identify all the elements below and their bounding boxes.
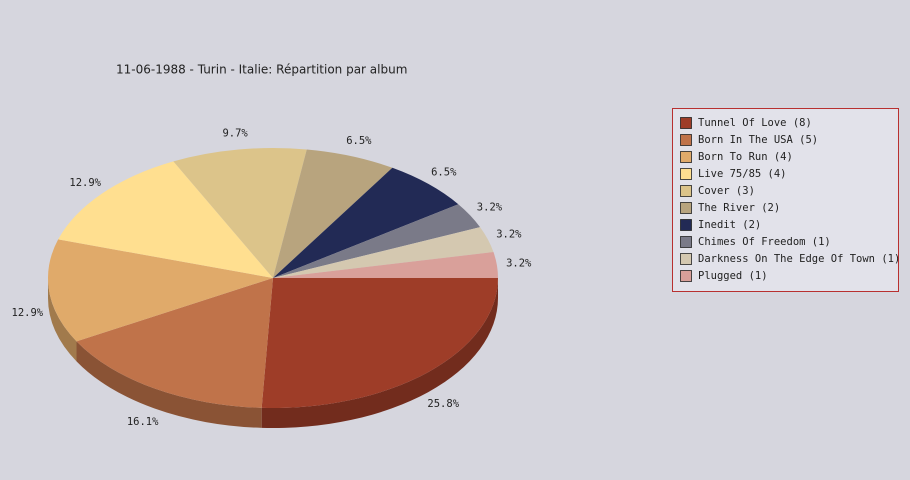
- legend-label: Cover (3): [698, 185, 755, 197]
- slice-label: 16.1%: [127, 416, 159, 428]
- legend-label: Plugged (1): [698, 270, 768, 282]
- legend-swatch: [680, 117, 692, 129]
- legend-swatch: [680, 253, 692, 265]
- legend-swatch: [680, 270, 692, 282]
- slice-label: 3.2%: [496, 229, 522, 241]
- slice-label: 25.8%: [427, 398, 459, 410]
- legend-label: Born In The USA (5): [698, 134, 818, 146]
- legend-label: Live 75/85 (4): [698, 168, 787, 180]
- slice: [273, 204, 481, 278]
- slice-label: 9.7%: [222, 128, 248, 140]
- chart-title: 11-06-1988 - Turin - Italie: Répartition…: [116, 63, 407, 77]
- legend-swatch: [680, 202, 692, 214]
- slice-label: 12.9%: [69, 177, 101, 189]
- legend-box: [672, 108, 899, 292]
- slice: [173, 148, 307, 278]
- legend-swatch: [680, 219, 692, 231]
- slice-label: 3.2%: [506, 257, 532, 269]
- slice: [273, 252, 498, 278]
- slice: [76, 278, 273, 408]
- legend-label: Chimes Of Freedom (1): [698, 236, 831, 248]
- slice-label: 3.2%: [477, 202, 503, 214]
- legend-label: Born To Run (4): [698, 151, 793, 163]
- legend-swatch: [680, 185, 692, 197]
- slice-label: 6.5%: [346, 135, 372, 147]
- slice-label: 6.5%: [431, 167, 457, 179]
- slice: [273, 227, 494, 278]
- legend-label: Inedit (2): [698, 219, 761, 231]
- slice: [261, 278, 498, 408]
- legend-swatch: [680, 168, 692, 180]
- slice: [58, 161, 274, 278]
- legend-label: Tunnel Of Love (8): [698, 117, 812, 129]
- legend-swatch: [680, 134, 692, 146]
- legend-swatch: [680, 151, 692, 163]
- legend-label: Darkness On The Edge Of Town (1): [698, 253, 900, 265]
- legend-swatch: [680, 236, 692, 248]
- slice-side: [261, 278, 498, 428]
- slice: [273, 149, 393, 278]
- slice: [47, 239, 273, 342]
- legend-label: The River (2): [698, 202, 780, 214]
- slice-side: [48, 278, 77, 362]
- slice-label: 12.9%: [12, 307, 44, 319]
- slice-side: [76, 341, 262, 428]
- slice: [273, 167, 459, 278]
